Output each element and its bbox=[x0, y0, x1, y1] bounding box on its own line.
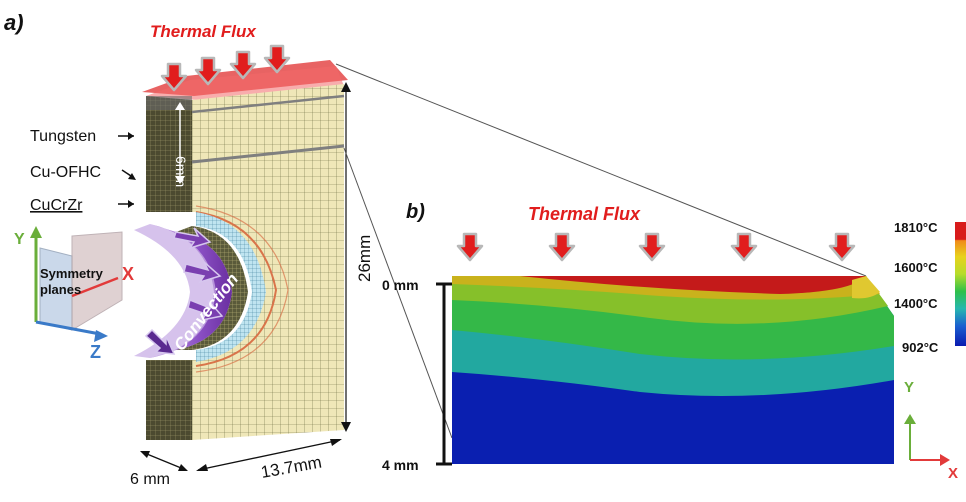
axis-z-arrow bbox=[35, 320, 101, 336]
dim-height: 26mm bbox=[355, 235, 374, 282]
panel-a-letter: a) bbox=[4, 10, 24, 35]
panel-a-flux-label: Thermal Flux bbox=[150, 22, 257, 41]
axis-x-a: X bbox=[122, 264, 134, 284]
symmetry-plane-2 bbox=[71, 231, 123, 331]
panel-b-flux-label: Thermal Flux bbox=[528, 204, 641, 224]
dim-6mm-vertical: 6mm bbox=[173, 156, 189, 187]
colorbar-label-1600: 1600°C bbox=[894, 260, 938, 275]
cucrzr-pipe-mesh bbox=[196, 212, 266, 362]
convection-flow bbox=[150, 224, 232, 358]
depth-top-label: 0 mm bbox=[382, 277, 419, 293]
dim-width-large-line bbox=[197, 439, 341, 471]
tungsten-boundary bbox=[191, 144, 345, 164]
axis-x-arrow-a bbox=[71, 276, 119, 298]
axis-y-b: Y bbox=[904, 379, 914, 396]
colorbar-label-902: 902°C bbox=[902, 340, 939, 355]
material-tungsten: Tungsten bbox=[30, 128, 96, 145]
panel-b-letter: b) bbox=[406, 201, 425, 223]
convection-arrows bbox=[144, 227, 224, 355]
symmetry-label-2: planes bbox=[40, 282, 81, 297]
colorbar-label-1810: 1810°C bbox=[894, 220, 938, 235]
dim-width-large: 13.7mm bbox=[259, 453, 323, 482]
band-red bbox=[520, 276, 866, 294]
zoom-line-top bbox=[335, 63, 867, 277]
colorbar bbox=[955, 222, 966, 346]
material-cu-ofhc: Cu-OFHC bbox=[30, 164, 101, 181]
zoom-line-bottom bbox=[343, 147, 453, 439]
temperature-field bbox=[452, 276, 894, 464]
material-cucrzr: CuCrZr bbox=[30, 197, 83, 214]
axis-z: Z bbox=[90, 342, 101, 362]
axis-x-b: X bbox=[948, 465, 958, 482]
symmetry-label-1: Symmetry bbox=[40, 266, 104, 281]
colorbar-label-1400: 1400°C bbox=[894, 296, 938, 311]
depth-bottom-label: 4 mm bbox=[382, 457, 419, 473]
dim-width-small: 6 mm bbox=[130, 471, 170, 488]
axis-y-a: Y bbox=[14, 231, 25, 248]
dim-width-small-line bbox=[141, 451, 187, 471]
